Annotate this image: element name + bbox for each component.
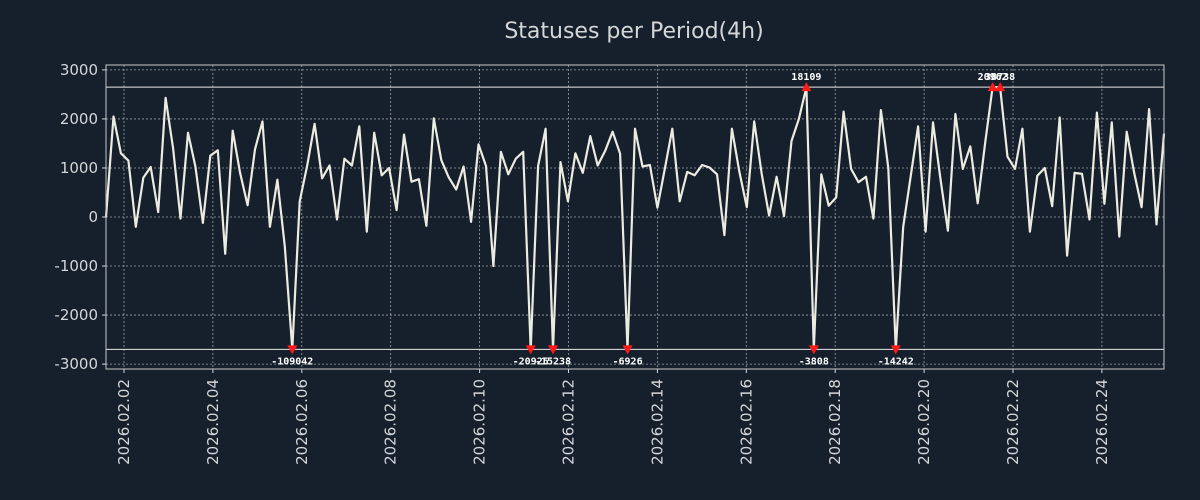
series-layer <box>104 85 1166 351</box>
grid-layer <box>106 65 1164 369</box>
outlier-marker <box>525 345 536 355</box>
x-tick-label: 2026.02.06 <box>293 379 311 465</box>
y-tick-label: 1000 <box>60 159 98 177</box>
y-tick-label: -2000 <box>54 306 98 324</box>
outlier-label: -109042 <box>271 356 313 367</box>
x-tick-label: 2026.02.12 <box>560 379 578 465</box>
x-tick-label: 2026.02.24 <box>1093 379 1111 465</box>
series-line <box>104 85 1166 351</box>
x-tick-label: 2026.02.10 <box>471 379 489 465</box>
outlier-marker <box>287 345 298 355</box>
y-tick-label: -1000 <box>54 257 98 275</box>
outlier-label: -6926 <box>612 356 642 367</box>
y-tick-label: 3000 <box>60 61 98 79</box>
x-tick-label: 2026.02.18 <box>826 379 844 465</box>
outlier-label: 38738 <box>985 72 1015 83</box>
outlier-marker <box>801 82 812 92</box>
x-tick-label: 2026.02.22 <box>1004 379 1022 465</box>
outlier-marker <box>808 345 819 355</box>
marker-layer: -109042 -20925-15238 -6926 18109 -3808 -14242… <box>271 72 1015 367</box>
outlier-marker <box>622 345 633 355</box>
outlier-label: 20962 <box>978 72 1008 83</box>
outlier-label: 18109 <box>791 72 821 83</box>
outlier-label: -15238 <box>535 356 571 367</box>
outlier-label: -14242 <box>878 356 914 367</box>
x-tick-label: 2026.02.16 <box>737 379 755 465</box>
y-tick-label: -3000 <box>54 355 98 373</box>
outlier-label: -3808 <box>799 356 829 367</box>
x-tick-label: 2026.02.14 <box>648 379 666 465</box>
y-tick-label: 2000 <box>60 110 98 128</box>
outlier-marker <box>548 345 559 355</box>
x-tick-label: 2026.02.08 <box>382 379 400 465</box>
outlier-marker <box>890 345 901 355</box>
chart-title: Statuses per Period(4h) <box>504 19 763 44</box>
outlier-label: -20925 <box>513 356 549 367</box>
y-tick-label: 0 <box>88 208 98 226</box>
outlier-marker <box>995 82 1006 92</box>
plot-frame <box>105 64 1165 370</box>
outlier-marker <box>987 82 998 92</box>
x-tick-label: 2026.02.02 <box>115 379 133 465</box>
x-tick-label: 2026.02.04 <box>204 379 222 465</box>
x-tick-label: 2026.02.20 <box>915 379 933 465</box>
axis-layer: 3000 2000 1000 0 -1000 -2000 -3000 2026.02.02 20… <box>54 61 1110 465</box>
